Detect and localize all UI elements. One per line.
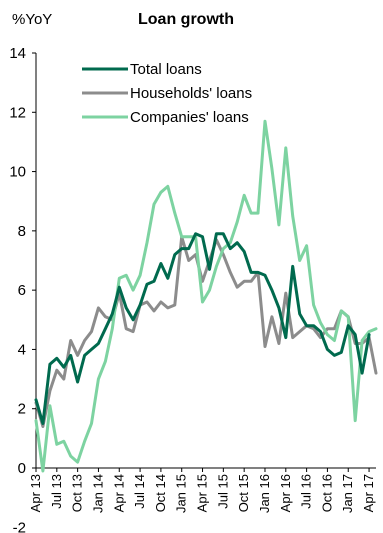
x-tick-label: Oct 14 [153,474,168,512]
series-line-1 [34,235,378,428]
y-tick-label: 4 [18,341,26,358]
x-tick-label: Jul 16 [299,474,314,509]
y-axis: -2 0 2 4 6 8 10 12 14 [9,45,37,533]
x-tick-label: Apr 13 [28,474,43,512]
y-tick-label: 10 [9,164,26,181]
y-axis-unit-label: %YoY [12,11,52,28]
legend-label: Total loans [130,61,202,78]
y-tick-label: 14 [9,45,26,62]
x-tick-label: Jan 17 [340,474,355,513]
legend-label: Companies' loans [130,109,249,126]
x-tick-label: Apr 17 [361,474,376,512]
chart-title: Loan growth [138,11,234,28]
y-tick-label: 0 [18,460,26,477]
x-tick-label: Jan 14 [90,474,105,513]
x-tick-label: Jul 15 [215,474,230,509]
x-tick-label: Jul 14 [132,474,147,509]
legend-label: Households' loans [130,85,252,102]
y-tick-label: 2 [18,401,26,418]
x-tick-label: Oct 16 [319,474,334,512]
x-tick-label: Apr 15 [195,474,210,512]
x-tick-label: Jan 15 [174,474,189,513]
x-axis: Apr 13 Jul 13 Oct 13 Jan 14 Apr 14 Jul 14 Oct … [28,467,376,513]
x-tick-label: Oct 15 [236,474,251,512]
x-tick-label: Jan 16 [257,474,272,513]
y-tick-label: 12 [9,104,26,121]
y-tick-label: -2 [13,519,26,533]
x-tick-label: Jul 13 [49,474,64,509]
legend: Total loans Households' loans Companies' l… [82,61,252,126]
x-tick-label: Oct 13 [70,474,85,512]
y-tick-label: 6 [18,282,26,299]
series-lines [34,119,378,473]
series-line-0 [34,232,371,425]
y-tick-label: 8 [18,223,26,240]
x-tick-label: Apr 16 [278,474,293,512]
x-tick-label: Apr 14 [111,474,126,512]
series-line-2 [34,119,378,473]
